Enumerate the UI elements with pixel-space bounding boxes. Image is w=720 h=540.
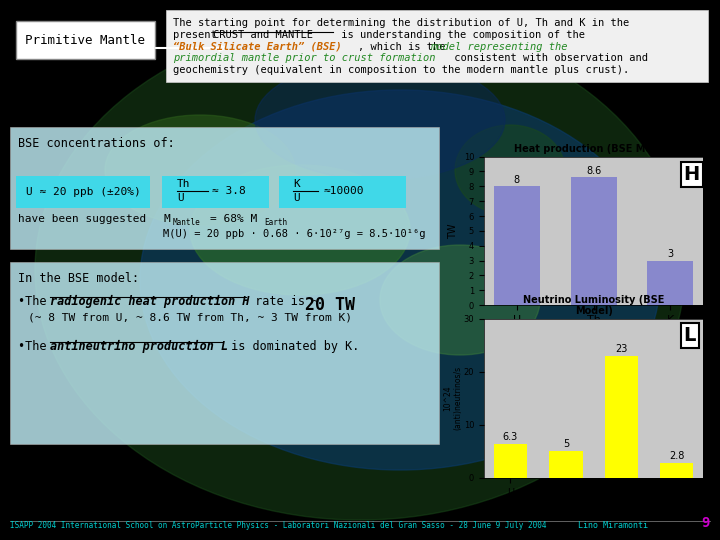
Text: U ≈ 20 ppb (±20%): U ≈ 20 ppb (±20%) — [26, 187, 140, 197]
Text: is understanding the composition of the: is understanding the composition of the — [335, 30, 585, 40]
FancyBboxPatch shape — [279, 176, 406, 208]
FancyBboxPatch shape — [16, 176, 150, 208]
Text: (~ 8 TW from U, ~ 8.6 TW from Th, ~ 3 TW from K): (~ 8 TW from U, ~ 8.6 TW from Th, ~ 3 TW… — [28, 312, 352, 322]
Text: M: M — [163, 214, 170, 224]
Text: U: U — [177, 193, 184, 203]
Text: model representing the: model representing the — [430, 42, 567, 52]
Bar — [494, 444, 527, 478]
Ellipse shape — [140, 90, 660, 470]
Text: have been suggested: have been suggested — [18, 214, 146, 224]
Text: The starting point for determining the distribution of U, Th and K in the: The starting point for determining the d… — [173, 18, 629, 28]
Text: “Bulk Silicate Earth” (BSE): “Bulk Silicate Earth” (BSE) — [173, 42, 342, 52]
Ellipse shape — [35, 20, 685, 520]
Bar — [660, 463, 693, 478]
Bar — [494, 186, 540, 305]
Text: Th: Th — [177, 179, 191, 189]
Text: 23: 23 — [615, 343, 628, 354]
Text: CRUST and MANTLE: CRUST and MANTLE — [213, 30, 313, 40]
Text: BSE concentrations of:: BSE concentrations of: — [18, 137, 175, 150]
Ellipse shape — [105, 115, 295, 225]
Text: •The: •The — [18, 340, 53, 353]
Bar — [549, 451, 582, 478]
Bar — [647, 261, 693, 305]
Text: H: H — [684, 165, 700, 184]
Text: 2.8: 2.8 — [669, 451, 685, 461]
Ellipse shape — [455, 125, 565, 215]
Title: Heat production (BSE Model): Heat production (BSE Model) — [514, 144, 673, 154]
Title: Neutrino Luminosity (BSE
Model): Neutrino Luminosity (BSE Model) — [523, 295, 665, 316]
Y-axis label: 10^24
(anti)neutrinos/s: 10^24 (anti)neutrinos/s — [443, 366, 462, 430]
Text: Primitive Mantle: Primitive Mantle — [25, 33, 145, 46]
Text: is dominated by K.: is dominated by K. — [224, 340, 359, 353]
Text: U: U — [293, 193, 300, 203]
Text: radiogenic heat production H: radiogenic heat production H — [50, 295, 250, 308]
Text: In the BSE model:: In the BSE model: — [18, 272, 139, 285]
FancyBboxPatch shape — [10, 262, 439, 444]
Text: 20 TW: 20 TW — [305, 296, 355, 314]
Text: ≈10000: ≈10000 — [323, 186, 364, 196]
Text: ISAPP 2004 International School on AstroParticle Physics - Laboratori Nazionali : ISAPP 2004 International School on Astro… — [10, 521, 546, 530]
Text: 8: 8 — [514, 175, 520, 185]
Bar — [571, 177, 616, 305]
Text: ≈ 3.8: ≈ 3.8 — [212, 186, 246, 196]
Text: Lino Miramonti: Lino Miramonti — [578, 521, 648, 530]
Text: M(U) = 20 ppb · 0.68 · 6·10²⁷g = 8.5·10¹⁶g: M(U) = 20 ppb · 0.68 · 6·10²⁷g = 8.5·10¹… — [163, 229, 426, 239]
Text: present: present — [173, 30, 223, 40]
Text: consistent with observation and: consistent with observation and — [448, 53, 648, 63]
Y-axis label: TW: TW — [448, 223, 458, 239]
Ellipse shape — [255, 60, 505, 180]
Text: L: L — [684, 326, 696, 345]
Text: K: K — [293, 179, 300, 189]
Text: rate is ~: rate is ~ — [248, 295, 326, 308]
Text: = 68% M: = 68% M — [210, 214, 257, 224]
Text: geochemistry (equivalent in composition to the modern mantle plus crust).: geochemistry (equivalent in composition … — [173, 65, 629, 75]
Text: primordial mantle prior to crust formation: primordial mantle prior to crust formati… — [173, 53, 436, 63]
Text: 8.6: 8.6 — [586, 166, 601, 176]
FancyBboxPatch shape — [166, 10, 708, 82]
Text: Mantle: Mantle — [173, 218, 201, 227]
Text: 3: 3 — [667, 249, 673, 259]
Text: 5: 5 — [563, 439, 569, 449]
Text: •The: •The — [18, 295, 53, 308]
Ellipse shape — [190, 165, 410, 295]
Text: 9: 9 — [701, 516, 709, 530]
FancyBboxPatch shape — [10, 127, 439, 249]
Ellipse shape — [380, 245, 540, 355]
Text: antineutrino production L: antineutrino production L — [50, 340, 228, 353]
FancyBboxPatch shape — [162, 176, 269, 208]
Text: , which is the: , which is the — [358, 42, 451, 52]
Text: Earth: Earth — [264, 218, 287, 227]
Text: 6.3: 6.3 — [503, 433, 518, 442]
Bar — [605, 356, 638, 478]
FancyBboxPatch shape — [16, 21, 155, 59]
